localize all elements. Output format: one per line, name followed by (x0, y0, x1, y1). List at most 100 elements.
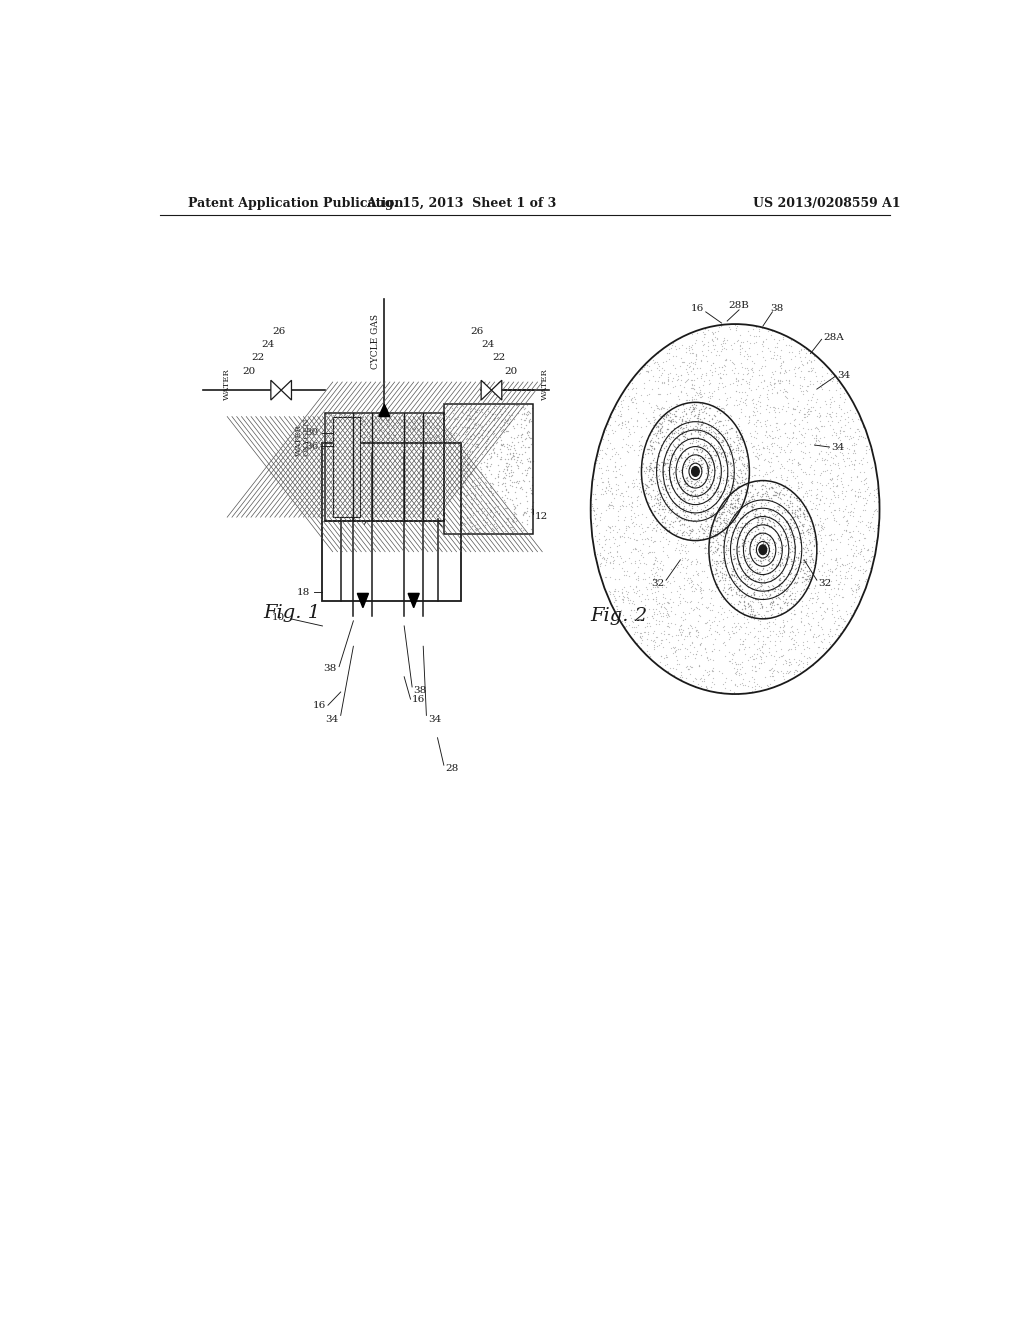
Point (800, 524, 816, 545)
Point (325, 405, 341, 426)
Point (318, 483, 335, 504)
Point (643, 453, 659, 474)
Point (827, 453, 844, 474)
Point (723, 504, 739, 525)
Point (733, 495, 750, 516)
Point (407, 450, 423, 471)
Point (776, 380, 793, 401)
Point (644, 421, 660, 442)
Point (864, 546, 881, 568)
Point (586, 500, 602, 521)
Point (787, 582, 804, 603)
Point (765, 442, 781, 463)
Point (722, 433, 738, 454)
Point (829, 411, 846, 432)
Point (759, 437, 775, 458)
Point (682, 568, 698, 589)
Point (766, 484, 782, 506)
Point (796, 403, 812, 424)
Point (644, 473, 660, 494)
Point (784, 615, 801, 636)
Point (323, 405, 339, 426)
Point (645, 422, 662, 444)
Point (488, 444, 505, 465)
Point (671, 511, 687, 532)
Point (821, 565, 838, 586)
Point (731, 568, 748, 589)
Point (374, 404, 390, 425)
Point (764, 594, 780, 615)
Point (853, 539, 869, 560)
Point (659, 474, 676, 495)
Point (657, 605, 674, 626)
Point (609, 506, 626, 527)
Point (739, 502, 756, 523)
Point (743, 496, 760, 517)
Point (743, 533, 760, 554)
Point (791, 341, 807, 362)
Point (701, 616, 718, 638)
Point (765, 498, 781, 519)
Point (674, 524, 690, 545)
Point (822, 578, 839, 599)
Point (411, 511, 427, 532)
Point (701, 445, 718, 466)
Point (659, 510, 676, 531)
Point (783, 589, 800, 610)
Point (768, 649, 784, 671)
Point (777, 422, 794, 444)
Point (715, 430, 731, 451)
Point (724, 480, 740, 502)
Point (455, 473, 471, 494)
Point (667, 447, 683, 469)
Point (765, 565, 781, 586)
Point (669, 507, 685, 528)
Point (760, 545, 776, 566)
Point (518, 498, 535, 519)
Point (780, 495, 797, 516)
Point (738, 358, 755, 379)
Point (710, 533, 726, 554)
Point (859, 436, 876, 457)
Point (318, 454, 335, 475)
Point (781, 651, 798, 672)
Point (643, 512, 659, 533)
Point (662, 482, 678, 503)
Point (651, 488, 668, 510)
Point (457, 471, 473, 492)
Point (340, 470, 356, 491)
Point (665, 657, 681, 678)
Point (821, 496, 838, 517)
Point (741, 595, 758, 616)
Point (673, 462, 689, 483)
Point (650, 499, 667, 520)
Point (637, 589, 653, 610)
Point (853, 510, 869, 531)
Point (512, 477, 528, 498)
Point (855, 416, 871, 437)
Point (764, 605, 780, 626)
Point (624, 492, 640, 513)
Point (425, 473, 441, 494)
Point (689, 529, 706, 550)
Point (738, 479, 755, 500)
Point (752, 359, 768, 380)
Point (738, 506, 755, 527)
Point (710, 437, 726, 458)
Point (732, 659, 749, 680)
Point (816, 553, 833, 574)
Point (728, 457, 744, 478)
Point (805, 358, 821, 379)
Point (826, 630, 843, 651)
Point (797, 422, 813, 444)
Point (857, 428, 873, 449)
Point (735, 631, 752, 652)
Point (489, 463, 506, 484)
Point (419, 508, 435, 529)
Point (687, 626, 703, 647)
Point (655, 647, 672, 668)
Point (727, 616, 743, 638)
Point (343, 421, 359, 442)
Point (775, 478, 792, 499)
Point (802, 566, 818, 587)
